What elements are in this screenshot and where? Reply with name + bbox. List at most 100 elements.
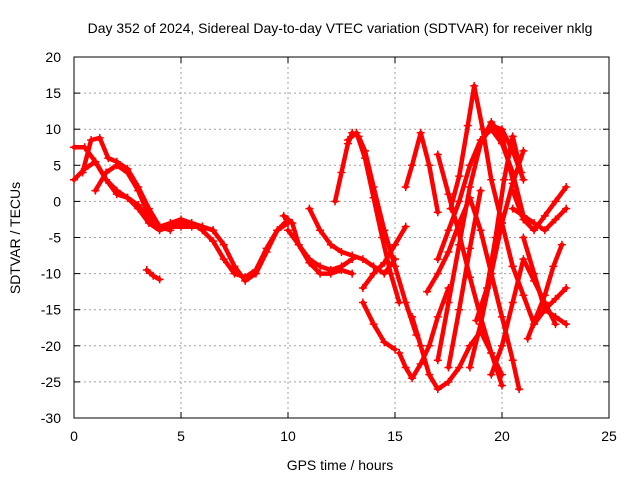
- data-point: [166, 222, 175, 231]
- data-point: [331, 197, 340, 206]
- data-series-s31: [519, 233, 571, 329]
- data-point: [391, 262, 399, 271]
- data-point: [433, 208, 442, 217]
- data-point: [519, 233, 528, 242]
- data-series-s17: [395, 284, 453, 383]
- data-point: [487, 121, 496, 130]
- data-point: [476, 186, 485, 195]
- data-point: [87, 136, 96, 145]
- data-point: [337, 265, 346, 274]
- data-point: [187, 219, 196, 228]
- data-point: [326, 269, 335, 278]
- series-line: [93, 163, 216, 233]
- data-point: [465, 273, 474, 282]
- data-point: [487, 370, 496, 379]
- data-point: [316, 226, 325, 235]
- tick-layer: 0 5 10 15 20 25 20 15 10 5 0 -5 -10 -15 -20 -25 -30: [41, 49, 617, 444]
- data-point: [465, 182, 474, 191]
- data-point: [177, 222, 185, 231]
- data-point: [551, 215, 560, 224]
- data-point: [530, 269, 539, 278]
- data-point: [198, 226, 207, 235]
- data-point: [251, 265, 260, 274]
- data-point: [326, 240, 335, 249]
- data-point: [476, 320, 485, 329]
- data-point: [465, 161, 474, 170]
- x-tick-label: 20: [494, 428, 510, 444]
- data-point: [472, 316, 481, 325]
- data-point: [500, 175, 509, 184]
- data-point: [102, 168, 111, 177]
- data-point: [294, 240, 303, 249]
- data-point: [508, 262, 517, 271]
- data-point: [112, 190, 121, 199]
- data-point: [416, 359, 425, 368]
- data-point: [498, 312, 506, 321]
- data-point: [369, 320, 378, 329]
- data-point: [391, 345, 399, 354]
- data-point: [540, 291, 549, 300]
- data-point: [530, 226, 539, 235]
- data-point: [401, 222, 410, 231]
- data-point: [391, 240, 399, 249]
- data-series-s15: [401, 128, 442, 217]
- data-point: [230, 269, 239, 278]
- data-point: [380, 338, 389, 347]
- series-line: [332, 130, 419, 338]
- data-point: [508, 146, 517, 155]
- data-point: [433, 269, 442, 278]
- data-point: [144, 211, 153, 220]
- data-point: [91, 157, 100, 166]
- data-point: [465, 244, 474, 253]
- data-series-s9: [284, 226, 357, 278]
- data-point: [70, 143, 78, 152]
- data-point: [455, 229, 464, 238]
- chart-title: Day 352 of 2024, Sidereal Day-to-day VTE…: [88, 20, 593, 36]
- grid-layer: [74, 57, 609, 418]
- data-point: [378, 233, 387, 242]
- data-point: [369, 262, 378, 271]
- x-tick-label: 5: [177, 428, 185, 444]
- data-point: [219, 240, 228, 249]
- data-point: [241, 273, 250, 282]
- data-point: [408, 312, 417, 321]
- data-point: [455, 363, 464, 372]
- data-point: [358, 255, 367, 264]
- data-point: [444, 377, 453, 386]
- data-point: [508, 179, 517, 188]
- x-tick-label: 25: [601, 428, 617, 444]
- data-point: [209, 226, 218, 235]
- y-tick-label: -25: [41, 374, 61, 390]
- data-point: [562, 182, 571, 191]
- data-point: [557, 240, 566, 249]
- data-point: [433, 150, 442, 159]
- data-point: [519, 175, 528, 184]
- data-point: [395, 349, 404, 358]
- data-series-s6: [187, 215, 292, 282]
- data-point: [444, 298, 453, 307]
- data-series-s12: [343, 128, 404, 307]
- data-point: [476, 139, 485, 148]
- data-point: [540, 211, 549, 220]
- data-point: [463, 121, 472, 130]
- data-series-s4: [91, 161, 218, 235]
- data-point: [523, 334, 532, 343]
- data-point: [551, 320, 560, 329]
- y-tick-label: 5: [53, 157, 61, 173]
- y-axis-label: SDTVAR / TECUs: [7, 182, 23, 294]
- data-point: [305, 204, 314, 213]
- data-point: [337, 247, 346, 256]
- data-point: [540, 226, 549, 235]
- data-point: [444, 226, 453, 235]
- data-series-s32: [523, 240, 566, 343]
- data-series-s20: [444, 186, 485, 372]
- data-point: [316, 269, 325, 278]
- data-series-s14: [358, 298, 399, 354]
- y-tick-label: -15: [41, 302, 61, 318]
- data-point: [408, 161, 417, 170]
- y-tick-label: -30: [41, 410, 61, 426]
- series-line: [435, 119, 515, 363]
- data-point: [455, 305, 464, 314]
- data-point: [142, 265, 151, 274]
- data-point: [465, 363, 474, 372]
